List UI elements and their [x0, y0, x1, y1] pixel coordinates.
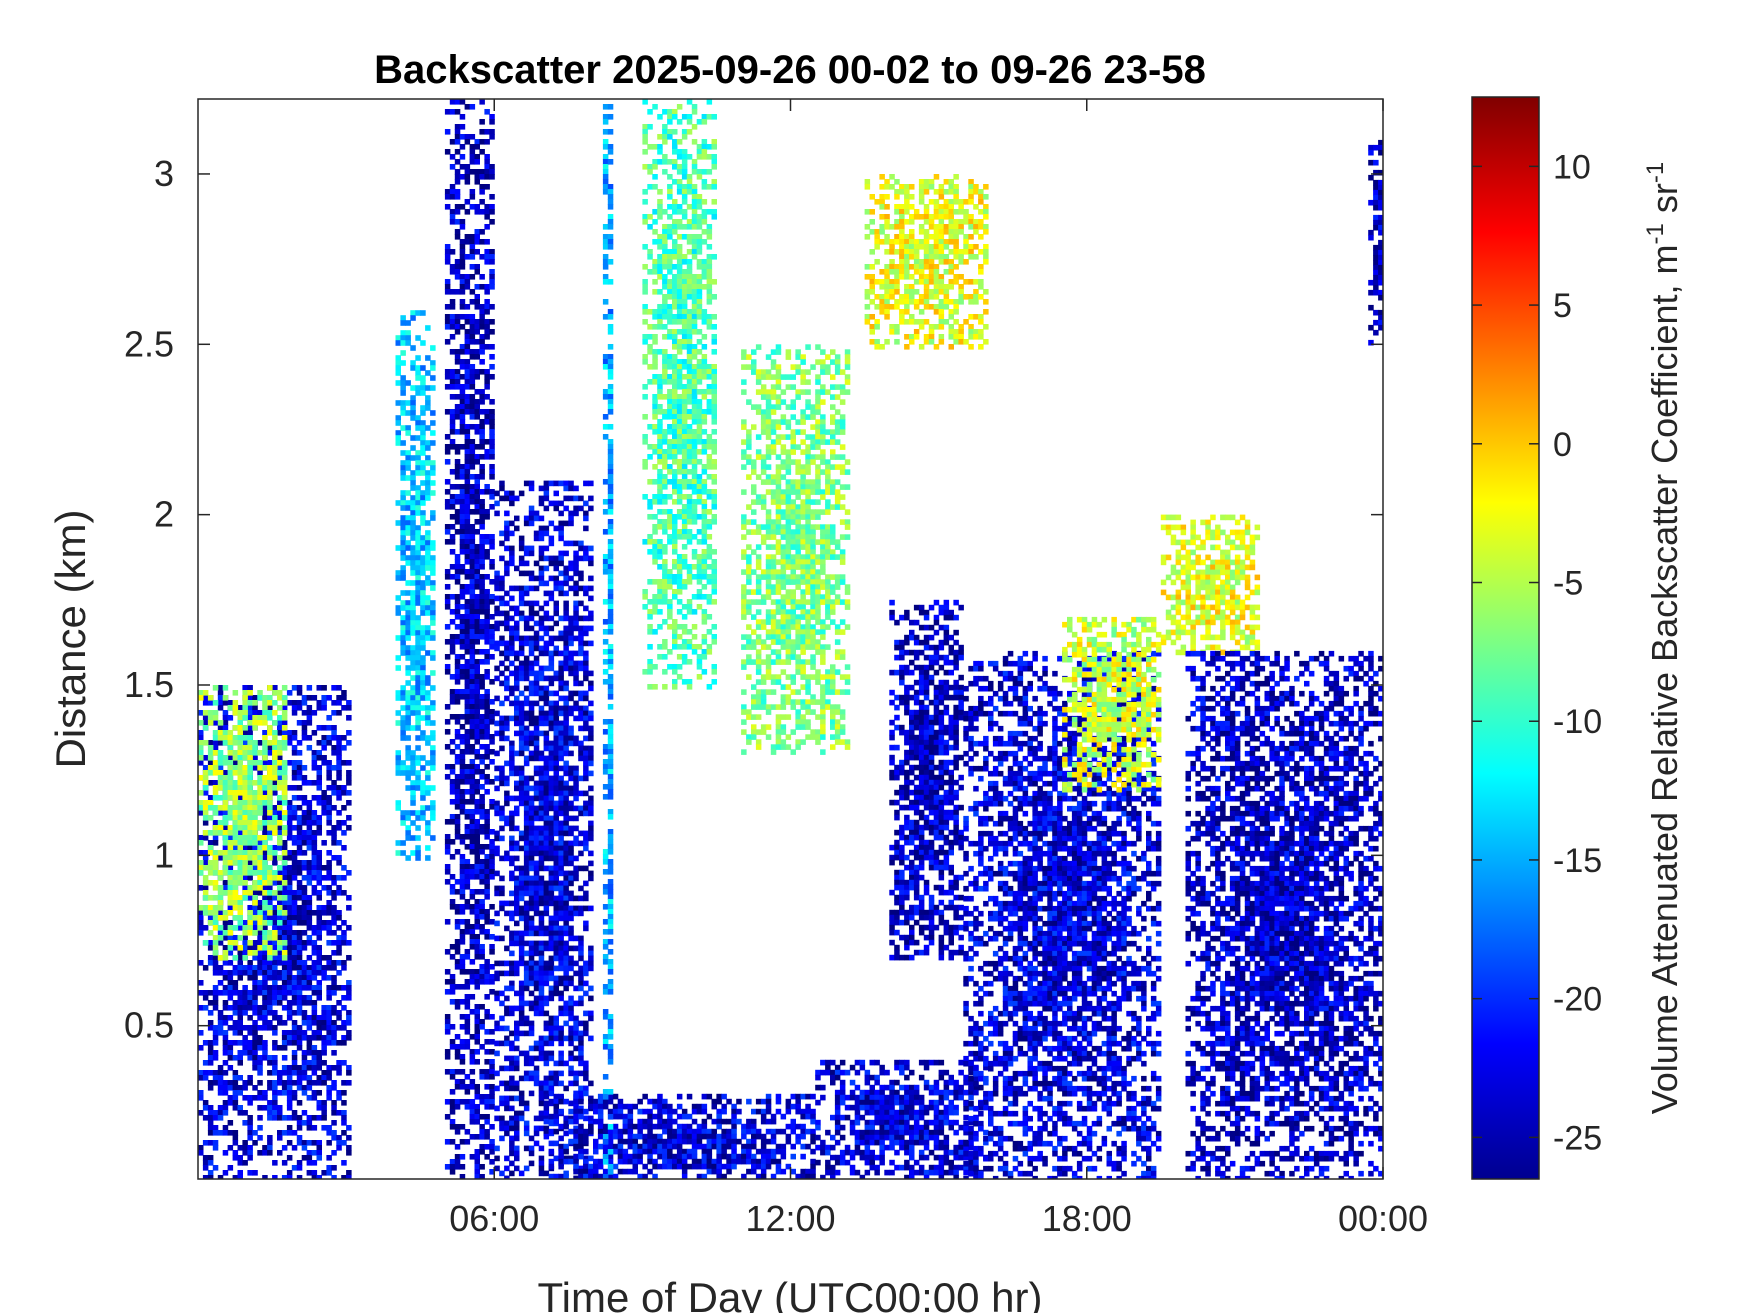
- feature-region-10: [815, 1059, 989, 1179]
- feature-region-16: [1368, 139, 1383, 346]
- colorbar-tick-label: 10: [1553, 148, 1591, 186]
- feature-region-11: [889, 599, 964, 961]
- feature-region-3: [444, 99, 495, 1179]
- feature-region-1: [198, 685, 288, 961]
- x-axis: 06:00 12:00 18:00 00:00: [449, 99, 1428, 1239]
- feature-region-4: [494, 480, 594, 1179]
- colorbar-tick-label: -5: [1553, 565, 1583, 603]
- y-axis-label: Distance (km): [47, 509, 94, 768]
- feature-region-8: [741, 344, 851, 755]
- y-tick-label: 0.5: [124, 1005, 174, 1046]
- x-axis-label: Time of Day (UTC00:00 hr): [538, 1274, 1043, 1313]
- chart-title: Backscatter 2025-09-26 00-02 to 09-26 23…: [374, 48, 1206, 92]
- backscatter-heatmap: [198, 99, 1383, 1179]
- x-tick-label: 06:00: [449, 1198, 539, 1239]
- feature-region-9: [864, 174, 989, 350]
- colorbar-axis: 10 5 0 -5 -10 -15 -20 -25: [1472, 148, 1602, 1157]
- feature-region-13: [1062, 616, 1162, 793]
- y-tick-label: 2: [154, 494, 174, 535]
- colorbar: [1471, 96, 1540, 1180]
- colorbar-tick-label: 5: [1553, 287, 1572, 325]
- colorbar-tick-label: -20: [1553, 981, 1602, 1019]
- y-tick-label: 1: [154, 834, 174, 875]
- feature-region-5: [543, 1093, 816, 1179]
- x-tick-label: 12:00: [745, 1198, 835, 1239]
- y-tick-label: 2.5: [124, 323, 174, 364]
- colorbar-tick-label: -25: [1553, 1119, 1602, 1157]
- x-tick-label: 00:00: [1338, 1198, 1428, 1239]
- colorbar-tick-label: -10: [1553, 703, 1602, 741]
- feature-region-12: [963, 650, 1162, 1179]
- feature-region-7: [642, 99, 717, 690]
- feature-region-6: [602, 104, 614, 1179]
- feature-region-14: [1160, 514, 1261, 656]
- feature-region-2: [395, 310, 436, 861]
- colorbar-tick-label: -15: [1553, 842, 1602, 880]
- colorbar-tick-label: 0: [1553, 426, 1572, 464]
- colorbar-label: Volume Attenuated Relative Backscatter C…: [1642, 162, 1685, 1115]
- x-tick-label: 18:00: [1042, 1198, 1132, 1239]
- y-tick-label: 3: [154, 153, 174, 194]
- feature-region-15: [1185, 650, 1383, 1179]
- y-axis: 0.5 1 1.5 2 2.5 3: [124, 153, 1383, 1046]
- y-tick-label: 1.5: [124, 664, 174, 705]
